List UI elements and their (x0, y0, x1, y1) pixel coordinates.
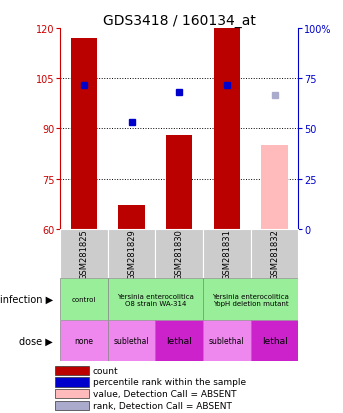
Bar (251, 320, 298, 361)
Bar (203, 320, 251, 361)
Bar (108, 279, 203, 320)
Bar (55, 401, 89, 411)
Bar (108, 229, 155, 279)
Text: sublethal: sublethal (209, 336, 245, 345)
Text: percentile rank within the sample: percentile rank within the sample (93, 377, 246, 387)
Text: GSM281825: GSM281825 (79, 229, 88, 279)
Bar (108, 320, 155, 361)
Text: GSM281832: GSM281832 (270, 229, 279, 279)
Bar (261, 146, 288, 229)
Bar (60, 279, 108, 320)
Bar (55, 366, 89, 375)
Bar (60, 320, 108, 361)
Text: lethal: lethal (262, 336, 287, 345)
Text: Yersinia enterocolitica
YopH deletion mutant: Yersinia enterocolitica YopH deletion mu… (212, 293, 289, 306)
Text: count: count (93, 366, 118, 375)
Bar (60, 229, 108, 279)
Text: rank, Detection Call = ABSENT: rank, Detection Call = ABSENT (93, 401, 232, 410)
Text: none: none (74, 336, 93, 345)
Text: value, Detection Call = ABSENT: value, Detection Call = ABSENT (93, 389, 236, 398)
Text: control: control (72, 297, 96, 302)
Text: GSM281829: GSM281829 (127, 229, 136, 279)
Bar (155, 320, 203, 361)
Text: sublethal: sublethal (114, 336, 149, 345)
Text: GSM281831: GSM281831 (222, 229, 232, 279)
Title: GDS3418 / 160134_at: GDS3418 / 160134_at (103, 14, 256, 28)
Bar (251, 229, 298, 279)
Bar (55, 389, 89, 398)
Bar (118, 206, 145, 229)
Text: lethal: lethal (166, 336, 192, 345)
Text: GSM281830: GSM281830 (175, 229, 184, 279)
Bar (166, 136, 192, 229)
Bar (214, 29, 240, 229)
Bar (155, 229, 203, 279)
Text: infection ▶: infection ▶ (0, 294, 53, 304)
Bar (203, 229, 251, 279)
Bar (55, 377, 89, 387)
Bar (71, 39, 97, 229)
Bar (203, 279, 298, 320)
Text: Yersinia enterocolitica
O8 strain WA-314: Yersinia enterocolitica O8 strain WA-314 (117, 293, 194, 306)
Text: dose ▶: dose ▶ (20, 336, 53, 346)
